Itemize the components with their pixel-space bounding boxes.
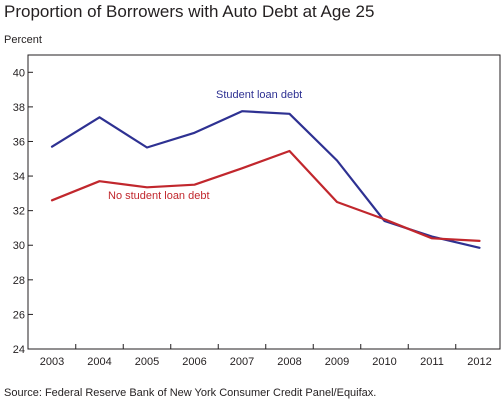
x-tick-label: 2005 bbox=[135, 356, 159, 368]
series-lines bbox=[50, 110, 481, 249]
series-line-no-student-loan-debt bbox=[50, 149, 481, 242]
chart-title: Proportion of Borrowers with Auto Debt a… bbox=[4, 2, 375, 21]
y-axis-ticks: 24 26 28 30 32 34 36 38 40 bbox=[13, 67, 33, 356]
series-line-student-loan-debt bbox=[50, 110, 481, 249]
y-tick-label: 38 bbox=[13, 102, 25, 114]
y-tick-label: 40 bbox=[13, 67, 25, 79]
y-tick-label: 28 bbox=[13, 275, 25, 287]
x-tick-label: 2010 bbox=[372, 356, 396, 368]
x-tick-label: 2011 bbox=[420, 356, 444, 368]
x-tick-label: 2006 bbox=[182, 356, 206, 368]
x-tick-label: 2008 bbox=[277, 356, 301, 368]
x-tick-label: 2003 bbox=[40, 356, 64, 368]
x-tick-label: 2009 bbox=[325, 356, 349, 368]
source-note: Source: Federal Reserve Bank of New York… bbox=[4, 387, 377, 399]
y-tick-label: 36 bbox=[13, 136, 25, 148]
y-tick-label: 30 bbox=[13, 240, 25, 252]
x-tick-label: 2012 bbox=[467, 356, 491, 368]
y-tick-label: 32 bbox=[13, 206, 25, 218]
y-tick-label: 26 bbox=[13, 309, 25, 321]
x-tick-label: 2004 bbox=[87, 356, 111, 368]
series-label-student-loan-debt: Student loan debt bbox=[216, 89, 302, 101]
y-tick-label: 34 bbox=[13, 171, 25, 183]
series-label-no-student-loan-debt: No student loan debt bbox=[108, 190, 210, 202]
y-axis-label: Percent bbox=[4, 34, 42, 46]
x-axis-ticks: 2003 2004 2005 2006 2007 2008 2009 2010 2011 2012 bbox=[40, 344, 492, 368]
y-tick-label: 24 bbox=[13, 344, 25, 356]
plot-frame bbox=[27, 54, 501, 350]
x-tick-label: 2007 bbox=[230, 356, 254, 368]
